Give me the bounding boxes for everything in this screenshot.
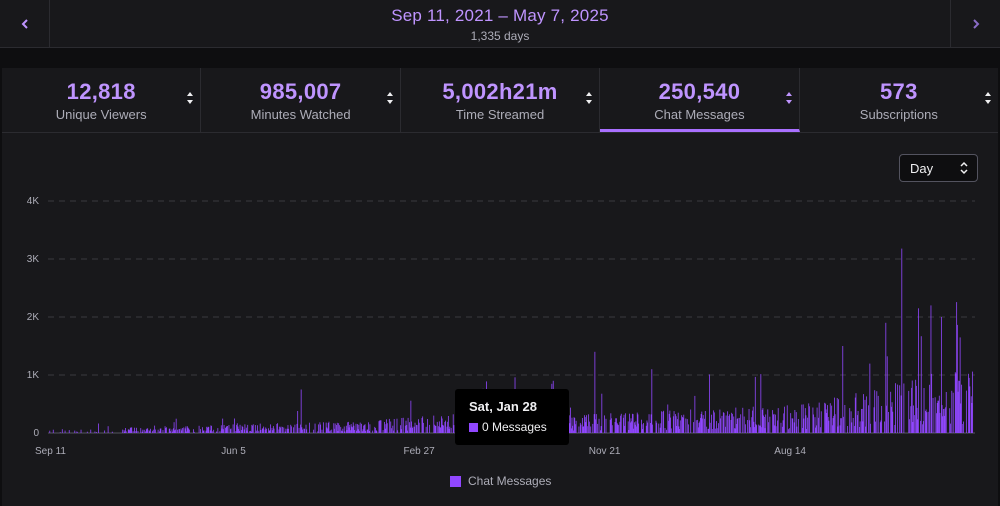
stat-tab-unique-viewers[interactable]: 12,818 Unique Viewers — [2, 68, 202, 132]
stat-label: Subscriptions — [859, 107, 938, 122]
sort-icon — [785, 92, 792, 104]
date-range-display[interactable]: Sep 11, 2021 – May 7, 2025 1,335 days — [50, 0, 950, 48]
tooltip-value: 0 Messages — [482, 420, 547, 434]
sort-icon — [586, 92, 593, 104]
sort-icon — [386, 92, 393, 104]
chevron-right-icon — [972, 19, 979, 29]
stat-tab-subscriptions[interactable]: 573 Subscriptions — [800, 68, 998, 132]
legend-label: Chat Messages — [468, 474, 552, 488]
granularity-value: Day — [910, 161, 934, 176]
stat-tab-time-streamed[interactable]: 5,002h21m Time Streamed — [401, 68, 601, 132]
date-range-bar: Sep 11, 2021 – May 7, 2025 1,335 days — [0, 0, 1000, 48]
tooltip-row: 0 Messages — [469, 420, 569, 434]
stat-value: 250,540 — [658, 79, 741, 104]
date-range-days: 1,335 days — [470, 29, 530, 43]
chart-tooltip: Sat, Jan 28 0 Messages — [455, 389, 569, 445]
stat-value: 5,002h21m — [442, 79, 558, 104]
tooltip-date: Sat, Jan 28 — [469, 399, 537, 414]
tooltip-swatch — [469, 422, 478, 432]
chart-legend[interactable]: Chat Messages — [450, 474, 551, 488]
chevron-left-icon — [21, 19, 28, 29]
select-chevron-icon — [960, 161, 968, 175]
date-range-label: Sep 11, 2021 – May 7, 2025 — [391, 6, 609, 25]
sort-icon — [985, 92, 992, 104]
stat-label: Time Streamed — [455, 107, 545, 122]
sort-icon — [187, 92, 194, 104]
stat-tab-minutes-watched[interactable]: 985,007 Minutes Watched — [201, 68, 401, 132]
stats-tabs: 12,818 Unique Viewers 985,007 Minutes Wa… — [2, 68, 998, 133]
granularity-select[interactable]: Day — [899, 154, 978, 182]
stat-label: Unique Viewers — [55, 107, 147, 122]
previous-period-button[interactable] — [0, 0, 50, 48]
next-period-button[interactable] — [950, 0, 1000, 48]
stat-label: Minutes Watched — [250, 107, 351, 122]
stat-label: Chat Messages — [654, 107, 745, 122]
chart-panel — [2, 133, 998, 506]
stat-value: 573 — [880, 79, 918, 104]
stat-value: 12,818 — [66, 79, 136, 104]
stat-tab-chat-messages[interactable]: 250,540 Chat Messages — [600, 68, 800, 132]
stat-value: 985,007 — [259, 79, 342, 104]
legend-swatch — [450, 475, 461, 487]
